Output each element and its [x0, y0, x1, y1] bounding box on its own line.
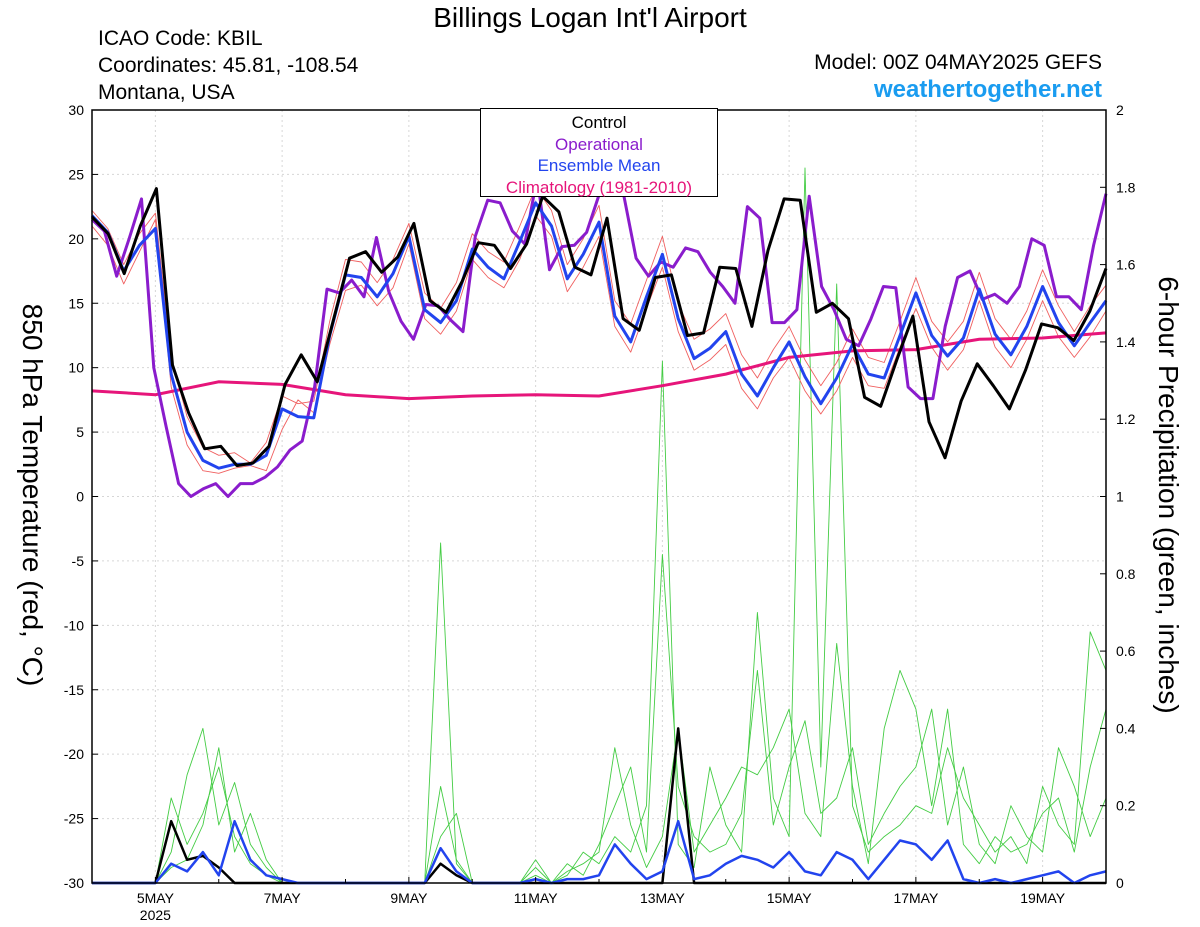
website-link[interactable]: weathertogether.net [873, 76, 1102, 103]
y-right-tick-label: 2 [1116, 102, 1124, 118]
axis-ticks: -30-25-20-15-10-505101520253000.20.40.60… [64, 102, 1136, 923]
climatology-line [91, 331, 1107, 401]
x-tick-label: 9MAY [390, 890, 428, 906]
x-tick-label: 5MAY [137, 890, 175, 906]
y-right-tick-label: 1 [1116, 489, 1124, 505]
x-tick-label: 17MAY [893, 890, 939, 906]
x-tick-label: 19MAY [1020, 890, 1066, 906]
y-right-tick-label: 1.4 [1116, 334, 1136, 350]
icao-code: ICAO Code: KBIL [98, 27, 263, 50]
x-tick-sublabel: 2025 [140, 907, 171, 923]
precipitation-series [92, 167, 1107, 885]
temp-member-line [91, 215, 1107, 474]
y-left-tick-label: 25 [68, 166, 84, 182]
y-right-tick-label: 1.6 [1116, 257, 1136, 273]
y-left-tick-label: 10 [68, 360, 84, 376]
x-tick-label: 7MAY [264, 890, 302, 906]
precip-member-line [92, 167, 1107, 884]
ensemble-mean-line [90, 201, 1108, 470]
legend-ensemble-mean: Ensemble Mean [537, 156, 661, 175]
y-left-tick-label: 15 [68, 295, 84, 311]
y-right-tick-label: 1.8 [1116, 179, 1136, 195]
y-left-tick-label: -25 [64, 811, 84, 827]
y-left-tick-label: -30 [64, 875, 84, 891]
chart-title: Billings Logan Int'l Airport [433, 2, 747, 33]
y-right-tick-label: 0.8 [1116, 566, 1136, 582]
location: Montana, USA [98, 81, 235, 104]
y-right-tick-label: 0.4 [1116, 720, 1136, 736]
y-right-tick-label: 0.6 [1116, 643, 1136, 659]
x-tick-label: 13MAY [640, 890, 686, 906]
y-left-tick-label: -20 [64, 746, 84, 762]
y-left-tick-label: -5 [72, 553, 85, 569]
y-left-tick-label: 20 [68, 231, 84, 247]
y-left-tick-label: -10 [64, 617, 84, 633]
precip-member-line [92, 554, 1107, 884]
y-right-tick-label: 0 [1116, 875, 1124, 891]
control-line [90, 187, 1108, 468]
y-axis-right-label: 6-hour Precipitation (green, inches) [1153, 276, 1184, 714]
model-run: Model: 00Z 04MAY2025 GEFS [814, 51, 1102, 74]
precip-mean-line [92, 819, 1107, 885]
y-right-tick-label: 1.2 [1116, 411, 1136, 427]
y-left-tick-label: -15 [64, 682, 84, 698]
x-tick-label: 11MAY [514, 890, 558, 906]
legend-operational: Operational [555, 134, 643, 154]
temperature-series [90, 175, 1108, 498]
legend-climatology: Climatology (1981-2010) [505, 177, 693, 197]
precip-control-line [92, 727, 1106, 885]
legend: Control Operational Ensemble Mean Climat… [480, 108, 718, 197]
temp-member-line [91, 186, 1107, 464]
coordinates: Coordinates: 45.81, -108.54 [98, 54, 359, 77]
y-left-tick-label: 30 [68, 102, 84, 118]
y-right-tick-label: 0.2 [1116, 798, 1136, 814]
x-tick-label: 15MAY [767, 890, 813, 906]
legend-control: Control [571, 113, 627, 132]
y-axis-left-label: 850 hPa Temperature (red, °C) [17, 303, 48, 687]
y-left-tick-label: 0 [76, 489, 84, 505]
y-left-tick-label: 5 [76, 424, 84, 440]
